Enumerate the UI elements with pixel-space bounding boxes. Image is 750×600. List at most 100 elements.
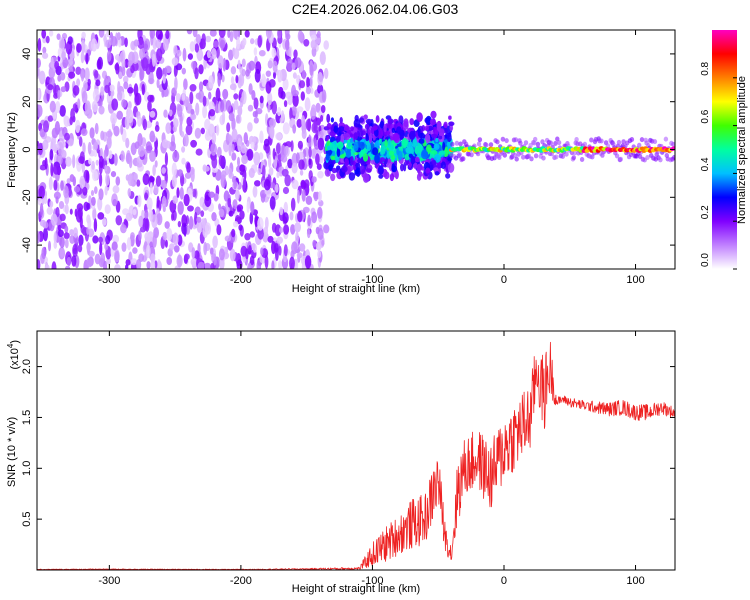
spectrogram-cell [127,188,132,197]
spectrogram-cell [458,141,463,147]
spectrogram-cell [104,204,111,215]
spectrogram-cell [315,226,320,235]
spectrogram-cell [330,117,334,123]
spectrogram-cell [358,117,365,123]
spectrogram-cell [64,204,69,215]
spectrogram-cell [290,197,296,212]
spectrogram-cell [231,152,237,161]
spectrogram-cell [263,226,269,236]
spectrogram-cell [321,89,327,103]
spectrogram-cell [639,137,645,143]
spectrogram-cell [69,229,74,236]
spectrogram-cell [85,170,90,184]
spectrogram-cell [582,141,588,147]
spectrogram-cell [301,189,306,202]
spectrogram-cell [242,37,247,47]
spectrogram-cell [316,163,322,170]
x-tick-label: -100 [361,575,383,587]
spectrogram-cell [367,129,371,135]
spectrogram-cell [433,167,439,172]
spectrogram-cell [253,117,259,124]
spectrogram-cell [265,70,272,77]
spectrogram-cell [60,72,66,81]
spectrogram-cell [574,137,579,142]
spectrogram-cell [37,38,42,52]
spectrogram-cell [237,137,242,152]
spectrogram-cell [154,124,160,132]
spectrogram-cell [424,125,430,131]
spectrogram-cell [59,247,65,258]
spectrogram-cell [439,150,446,155]
spectrogram-cell [269,196,276,210]
spectrogram-cell [203,165,210,172]
spectrogram-cell [164,67,168,77]
spectrogram-cell [296,189,300,204]
spectrogram-cell [177,234,183,246]
spectrogram-cell [291,105,297,116]
spectrogram-cell [120,150,125,162]
spectrogram-cell [448,121,455,127]
spectrogram-cell [55,101,61,113]
spectrogram-cell [384,139,388,147]
spectrogram-cell [512,152,518,158]
spectrogram-cell [91,196,96,206]
y-tick-label: 1.5 [21,410,33,425]
spectrogram-cell [37,87,40,101]
spectrogram-cell [248,83,253,95]
spectrogram-cell [51,261,57,269]
spectrogram-cell [48,30,54,37]
spectrogram-cell [115,62,120,75]
spectrogram-cell [215,124,220,136]
spectrogram-cell [127,101,132,110]
spectrogram-cell [105,235,111,245]
spectrogram-cell [354,169,360,175]
spectrogram-cell [167,247,173,257]
spectrogram-cell [267,60,273,68]
spectrogram-cell [46,206,53,215]
spectrogram-cell [444,128,448,134]
spectrogram-cell [49,149,54,161]
spectrogram-cell [100,86,105,96]
spectrogram-cell [227,197,231,208]
spectrogram-cell [410,155,416,165]
multiplier-exponent: 4 [6,343,15,348]
spectrogram-cell [218,155,224,167]
spectrogram-cell [58,37,65,52]
spectrogram-cell [447,157,453,162]
spectrogram-cell [165,122,172,134]
spectrogram-cell [183,133,189,147]
colorbar-tick-label: 0.8 [700,61,711,75]
spectrogram-cell [492,155,497,161]
spectrogram-cell [90,190,95,196]
spectrogram-cell [184,172,192,179]
spectrogram-cell [161,179,168,189]
spectrogram-cell [257,227,264,240]
spectrogram-cell [125,137,130,149]
spectrogram-cell [98,105,105,115]
spectrogram-cell [461,156,466,162]
figure-title: C2E4.2026.062.04.06.G03 [292,1,459,17]
spectrogram-cell [343,133,351,141]
spectrogram-cell [136,179,141,187]
spectrogram-cell [52,164,60,175]
spectrogram-cell [672,155,675,160]
spectrogram-cell [81,90,88,104]
spectrogram-cell [364,123,370,130]
spectrogram-cell [53,240,58,249]
spectrogram-cell [190,113,197,121]
spectrogram-cell [388,150,395,156]
spectrogram-cell [66,256,72,266]
spectrogram-cell [387,158,392,164]
spectrogram-cell [326,135,330,140]
spectrogram-cell [104,164,108,172]
spectrogram-cell [228,49,234,61]
spectrogram-cell [241,154,249,165]
spectrogram-cell [274,183,279,193]
spectrogram-cell [401,137,408,147]
spectrogram-cell [378,174,384,179]
spectrogram-cells [37,30,675,269]
spectrogram-cell [172,195,178,204]
spectrogram-cell [231,143,235,153]
spectrogram-cell [221,110,226,125]
